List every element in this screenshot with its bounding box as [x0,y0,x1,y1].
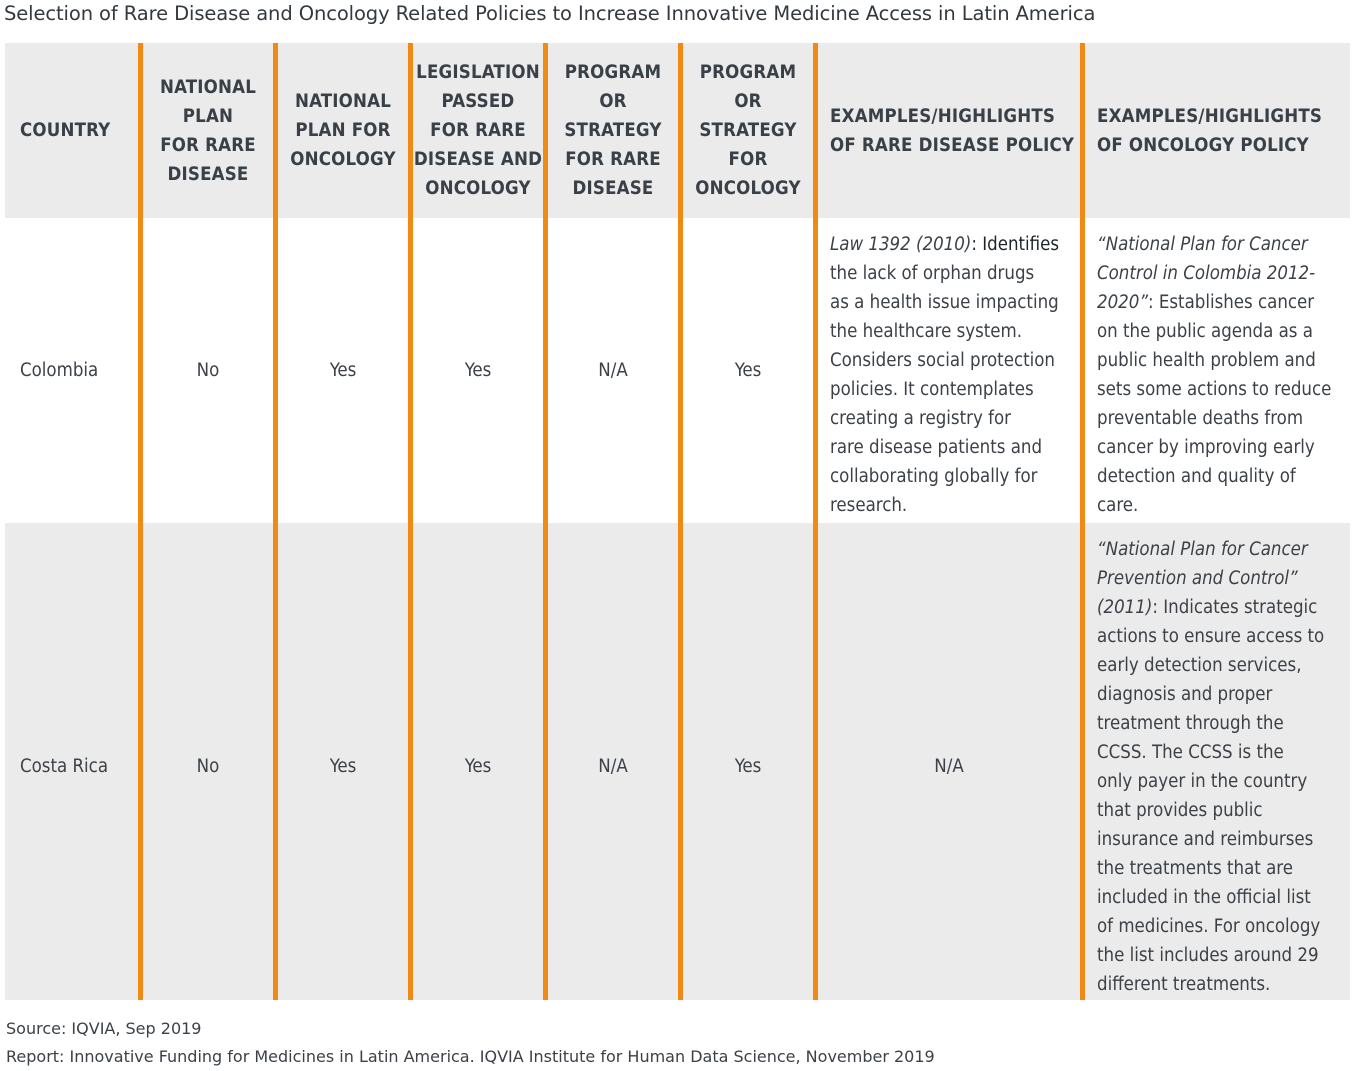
cell-onc-plan: Yes [329,360,357,381]
table-row-colombia [5,218,1350,523]
column-divider [813,43,818,1000]
column-divider [1080,43,1085,1000]
cell-rare-plan: No [196,756,220,777]
cell-legislation: Yes [464,360,492,381]
header-rare-disease-highlights: EXAMPLES/HIGHLIGHTS OF RARE DISEASE POLIC… [830,105,1075,156]
table-header-row [5,43,1350,218]
header-program-oncology: PROGRAM OR STRATEGY FOR ONCOLOGY [695,62,801,199]
cell-legislation: Yes [464,756,492,777]
cell-rare-highlight: Law 1392 (2010): Identifies the lack of … [830,234,1060,516]
cell-country: Colombia [20,360,99,381]
header-national-plan-oncology: NATIONAL PLAN FOR ONCOLOGY [290,91,396,170]
cell-onc-program: Yes [734,756,762,777]
cell-rare-program: N/A [598,756,628,777]
column-divider [678,43,683,1000]
cell-onc-plan: Yes [329,756,357,777]
cell-rare-plan: No [196,360,220,381]
header-oncology-highlights: EXAMPLES/HIGHLIGHTS OF ONCOLOGY POLICY [1097,105,1323,156]
cell-rare-highlight: N/A [934,756,964,777]
report-note: Report: Innovative Funding for Medicines… [6,1047,935,1066]
column-divider [138,43,143,1000]
cell-country: Costa Rica [20,756,109,777]
table-row-costa-rica [5,523,1350,1000]
header-country: COUNTRY [20,120,111,141]
header-national-plan-rare-disease: NATIONAL PLAN FOR RARE DISEASE [159,76,257,185]
cell-rare-program: N/A [598,360,628,381]
header-legislation-passed: LEGISLATION PASSED FOR RARE DISEASE AND ON… [413,62,543,199]
cell-onc-highlight: “National Plan for Cancer Control in Col… [1097,234,1332,516]
column-divider [543,43,548,1000]
header-program-rare-disease: PROGRAM OR STRATEGY FOR RARE DISEASE [564,62,662,199]
cell-onc-highlight: “National Plan for Cancer Prevention and… [1097,539,1325,995]
column-divider [408,43,413,1000]
column-divider [273,43,278,1000]
figure-title: Selection of Rare Disease and Oncology R… [4,2,1096,25]
cell-onc-program: Yes [734,360,762,381]
source-note: Source: IQVIA, Sep 2019 [6,1019,202,1038]
